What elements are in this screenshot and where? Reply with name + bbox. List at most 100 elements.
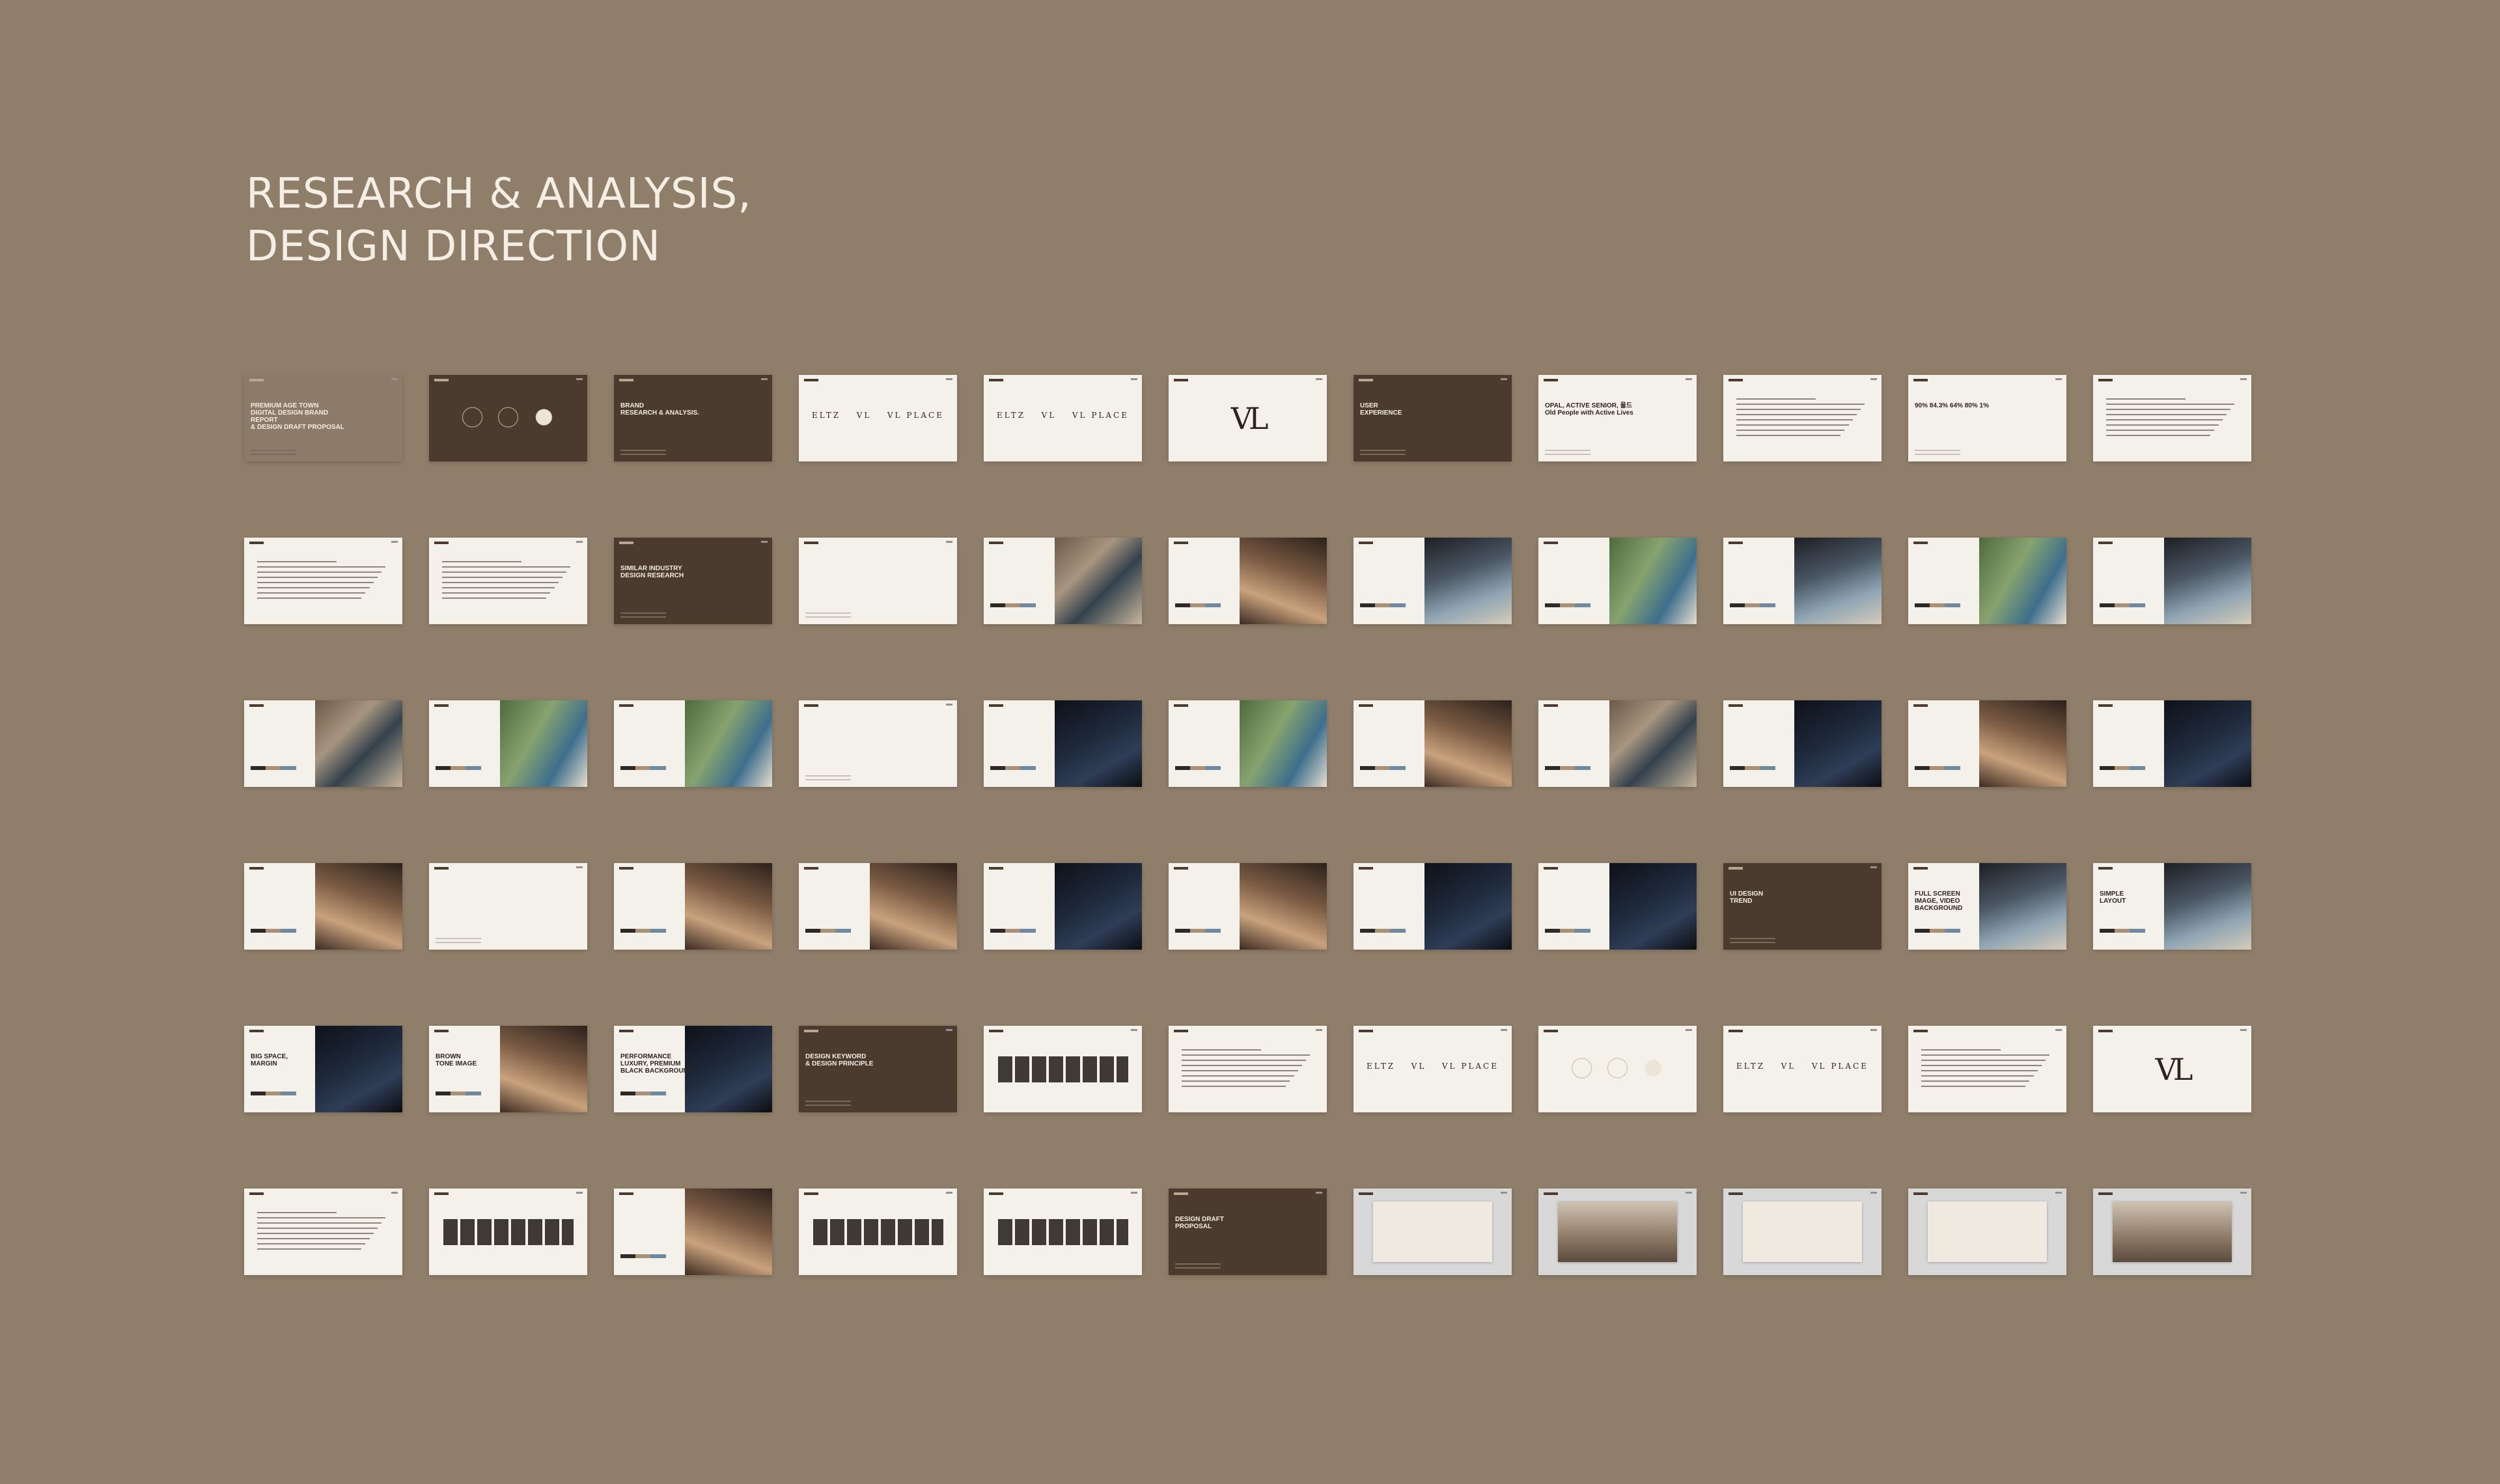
slide-thumbnail[interactable]: UI DESIGN TREND bbox=[1723, 863, 1882, 950]
slide-image bbox=[1609, 538, 1697, 624]
slide-thumbnail[interactable]: BIG SPACE, MARGIN bbox=[244, 1026, 402, 1112]
slide-thumbnail[interactable]: VL bbox=[1169, 375, 1327, 461]
slide-thumbnail[interactable]: BROWN TONE IMAGE bbox=[429, 1026, 587, 1112]
slide-thumbnail[interactable] bbox=[1354, 863, 1512, 950]
slide-image bbox=[870, 863, 957, 950]
slide-thumbnail[interactable] bbox=[614, 863, 772, 950]
slide-logo bbox=[1174, 542, 1188, 544]
slide-thumbnail[interactable]: SIMPLE LAYOUT bbox=[2093, 863, 2251, 950]
slide-logo bbox=[249, 379, 264, 381]
slide-logo bbox=[249, 1030, 264, 1032]
slide-thumbnail[interactable] bbox=[2093, 375, 2251, 461]
slide-thumbnail[interactable] bbox=[1908, 1189, 2066, 1275]
slide-thumbnail[interactable] bbox=[799, 538, 957, 624]
color-swatch bbox=[251, 929, 296, 933]
slide-text-block bbox=[442, 557, 574, 599]
slide-page-mark bbox=[391, 541, 398, 543]
slide-thumbnail[interactable] bbox=[799, 1189, 957, 1275]
slide-thumbnail[interactable] bbox=[1908, 538, 2066, 624]
slide-logo bbox=[1544, 1030, 1558, 1032]
slide-thumbnail[interactable] bbox=[984, 538, 1142, 624]
slide-page-mark bbox=[1131, 1192, 1137, 1194]
color-swatch bbox=[990, 766, 1036, 770]
slide-thumbnail[interactable] bbox=[2093, 538, 2251, 624]
slide-text-lines bbox=[805, 1098, 851, 1106]
slide-thumbnail[interactable] bbox=[1354, 700, 1512, 787]
slide-thumbnail[interactable] bbox=[1354, 1189, 1512, 1275]
slide-text-block bbox=[2106, 394, 2238, 436]
slide-logo bbox=[804, 867, 818, 870]
slide-thumbnail[interactable] bbox=[1908, 1026, 2066, 1112]
slide-page-mark bbox=[576, 866, 583, 868]
slide-thumbnail[interactable]: PREMIUM AGE TOWN DIGITAL DESIGN BRAND RE… bbox=[244, 375, 402, 461]
slide-thumbnail[interactable] bbox=[429, 538, 587, 624]
slide-thumbnail[interactable] bbox=[614, 700, 772, 787]
slide-thumbnail[interactable] bbox=[984, 863, 1142, 950]
slide-logo bbox=[434, 1192, 449, 1195]
slide-screen-mockup bbox=[1928, 1202, 2047, 1262]
slide-thumbnail[interactable] bbox=[1723, 538, 1882, 624]
slide-thumbnail[interactable] bbox=[1538, 1026, 1697, 1112]
slide-thumbnail[interactable] bbox=[429, 863, 587, 950]
slide-thumbnail[interactable] bbox=[984, 1189, 1142, 1275]
slide-thumbnail[interactable]: FULL SCREEN IMAGE, VIDEO BACKGROUND bbox=[1908, 863, 2066, 950]
slide-thumbnail[interactable] bbox=[1538, 700, 1697, 787]
slide-thumbnail[interactable] bbox=[2093, 1189, 2251, 1275]
slide-thumbnail[interactable]: ELTZ VL VL PLACE bbox=[984, 375, 1142, 461]
slide-thumbnail[interactable] bbox=[429, 700, 587, 787]
slide-thumbnail[interactable] bbox=[244, 538, 402, 624]
slide-thumbnail[interactable] bbox=[984, 700, 1142, 787]
slide-logo bbox=[619, 379, 633, 381]
slide-thumbnail[interactable]: ELTZ VL VL PLACE bbox=[1354, 1026, 1512, 1112]
slide-logo bbox=[989, 1192, 1003, 1195]
color-swatch bbox=[2100, 766, 2145, 770]
slide-blocks bbox=[812, 1218, 943, 1245]
slide-logo bbox=[619, 704, 633, 707]
slide-monogram: VL bbox=[1230, 400, 1269, 436]
slide-thumbnail[interactable] bbox=[429, 1189, 587, 1275]
slide-thumbnail[interactable]: 90% 84.3% 64% 80% 1% bbox=[1908, 375, 2066, 461]
slide-thumbnail[interactable] bbox=[799, 700, 957, 787]
slide-logo bbox=[1359, 867, 1373, 870]
slide-thumbnail[interactable]: PERFORMANCE LUXURY, PREMIUM BLACK BACKGR… bbox=[614, 1026, 772, 1112]
slide-image bbox=[1240, 700, 1327, 787]
slide-thumbnail[interactable] bbox=[1538, 1189, 1697, 1275]
slide-thumbnail[interactable]: ELTZ VL VL PLACE bbox=[799, 375, 957, 461]
slide-page-mark bbox=[2055, 1192, 2062, 1194]
slide-thumbnail[interactable] bbox=[1723, 375, 1882, 461]
slide-thumbnail[interactable] bbox=[1169, 538, 1327, 624]
slide-thumbnail[interactable]: BRAND RESEARCH & ANALYSIS. bbox=[614, 375, 772, 461]
slide-thumbnail[interactable] bbox=[244, 1189, 402, 1275]
slide-thumbnail[interactable] bbox=[429, 375, 587, 461]
slide-thumbnail[interactable] bbox=[1169, 700, 1327, 787]
slide-thumbnail[interactable] bbox=[1908, 700, 2066, 787]
slide-logo bbox=[1174, 704, 1188, 707]
slide-thumbnail[interactable]: SIMILAR INDUSTRY DESIGN RESEARCH bbox=[614, 538, 772, 624]
slide-page-mark bbox=[1870, 378, 1877, 380]
slide-thumbnail[interactable]: VL bbox=[2093, 1026, 2251, 1112]
slide-thumbnail[interactable]: OPAL, ACTIVE SENIOR, 욜드 Old People with … bbox=[1538, 375, 1697, 461]
slide-thumbnail[interactable] bbox=[1169, 1026, 1327, 1112]
slide-thumbnail[interactable] bbox=[244, 700, 402, 787]
slide-image bbox=[685, 1026, 772, 1112]
slide-thumbnail[interactable]: USER EXPERIENCE bbox=[1354, 375, 1512, 461]
slide-thumbnail[interactable]: ELTZ VL VL PLACE bbox=[1723, 1026, 1882, 1112]
slide-thumbnail[interactable] bbox=[244, 863, 402, 950]
slide-thumbnail[interactable] bbox=[1723, 700, 1882, 787]
slide-thumbnail[interactable]: DESIGN DRAFT PROPOSAL bbox=[1169, 1189, 1327, 1275]
slide-thumbnail[interactable] bbox=[1354, 538, 1512, 624]
page-title-line-1: RESEARCH & ANALYSIS, bbox=[246, 170, 752, 218]
slide-thumbnail[interactable] bbox=[1538, 863, 1697, 950]
slide-logo bbox=[989, 704, 1003, 707]
slide-logo bbox=[2098, 1030, 2113, 1032]
slide-logo bbox=[989, 542, 1003, 544]
slide-thumbnail[interactable] bbox=[1169, 863, 1327, 950]
slide-thumbnail[interactable] bbox=[1723, 1189, 1882, 1275]
slide-thumbnail[interactable] bbox=[614, 1189, 772, 1275]
slide-thumbnail[interactable] bbox=[1538, 538, 1697, 624]
slide-image bbox=[1424, 700, 1512, 787]
slide-thumbnail[interactable] bbox=[799, 863, 957, 950]
slide-thumbnail[interactable] bbox=[984, 1026, 1142, 1112]
slide-thumbnail[interactable]: DESIGN KEYWORD & DESIGN PRINCIPLE bbox=[799, 1026, 957, 1112]
slide-thumbnail[interactable] bbox=[2093, 700, 2251, 787]
